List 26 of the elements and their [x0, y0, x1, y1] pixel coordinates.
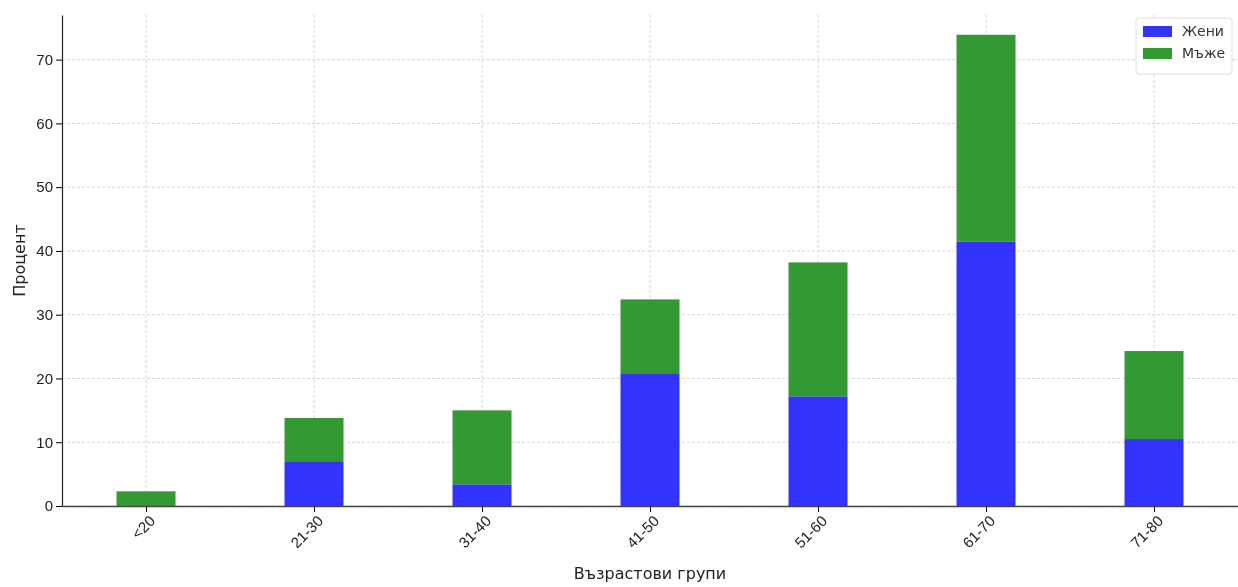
bar [620, 299, 680, 374]
y-tick-label: 10 [36, 433, 53, 451]
bar [1124, 351, 1184, 440]
bar [452, 484, 512, 506]
bar [788, 262, 848, 397]
bar [620, 374, 680, 506]
bar [284, 418, 344, 462]
bar [1124, 439, 1184, 506]
y-tick-label: 0 [44, 497, 53, 515]
bar [284, 462, 344, 506]
y-tick-label: 20 [36, 369, 53, 387]
x-axis-title: Възрастови групи [573, 564, 727, 583]
y-tick-label: 70 [36, 50, 53, 68]
x-tick-label: <20 [128, 512, 159, 543]
bar [116, 491, 176, 506]
y-tick-label: 30 [36, 306, 53, 323]
y-axis-title: Процент [10, 224, 29, 297]
bar [788, 396, 848, 506]
y-tick-label: 60 [36, 114, 53, 132]
bar [452, 410, 512, 485]
y-tick-label: 50 [36, 178, 53, 196]
bar [956, 34, 1016, 242]
bar [956, 241, 1016, 506]
y-tick-label: 40 [36, 242, 53, 260]
legend-label: Мъже [1182, 45, 1226, 61]
legend-label: Жени [1182, 23, 1224, 39]
